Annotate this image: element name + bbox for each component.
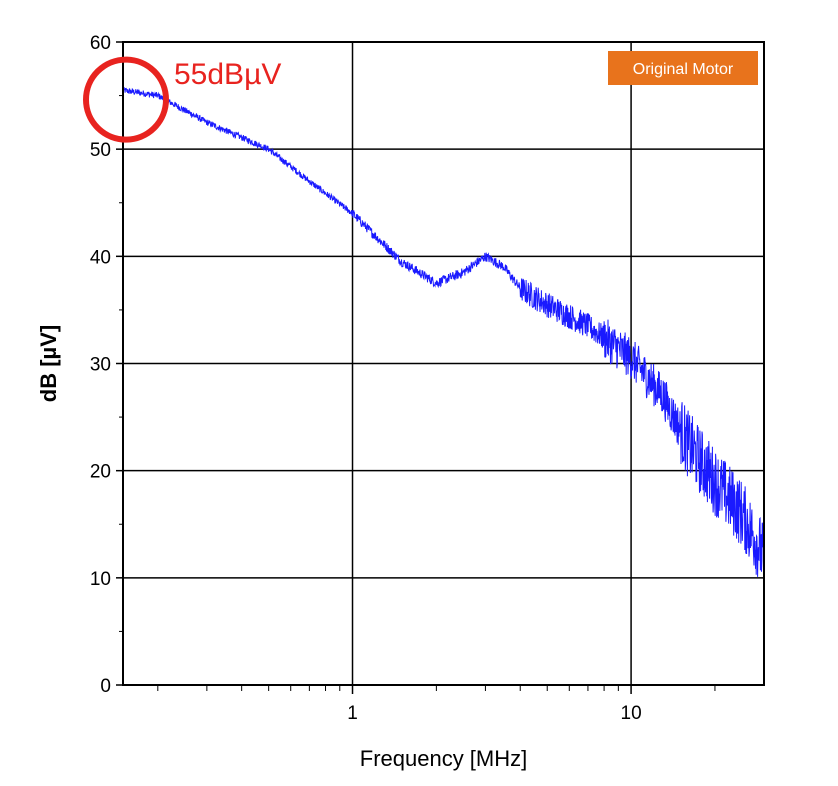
legend-badge-label: Original Motor bbox=[633, 61, 734, 78]
y-tick-label: 20 bbox=[90, 462, 111, 483]
legend-badge-box bbox=[608, 51, 758, 85]
y-tick-labels: 0 10 20 30 40 50 60 bbox=[90, 33, 123, 697]
y-tick-label: 30 bbox=[90, 355, 111, 376]
y-tick-label: 60 bbox=[90, 33, 111, 54]
y-axis-label: dB [µV] bbox=[36, 325, 61, 402]
x-axis-label: Frequency [MHz] bbox=[360, 746, 528, 771]
series-layer bbox=[122, 87, 765, 577]
y-tick-label: 40 bbox=[90, 247, 111, 268]
y-tick-label: 10 bbox=[90, 569, 111, 590]
x-tick-labels: 1 10 bbox=[347, 685, 642, 724]
grid-lines bbox=[123, 41, 764, 686]
x-tick-label: 10 bbox=[621, 703, 642, 724]
legend-badge: Original Motor bbox=[608, 51, 758, 85]
annotation-group: 55dBµV bbox=[83, 56, 281, 143]
annotation-label: 55dBµV bbox=[174, 58, 281, 91]
x-tick-label: 1 bbox=[347, 703, 358, 724]
y-tick-label: 50 bbox=[90, 140, 111, 161]
series-line bbox=[122, 87, 765, 577]
y-tick-label: 0 bbox=[100, 676, 111, 697]
highlight-circle bbox=[83, 56, 169, 143]
minor-ticks bbox=[119, 95, 716, 691]
